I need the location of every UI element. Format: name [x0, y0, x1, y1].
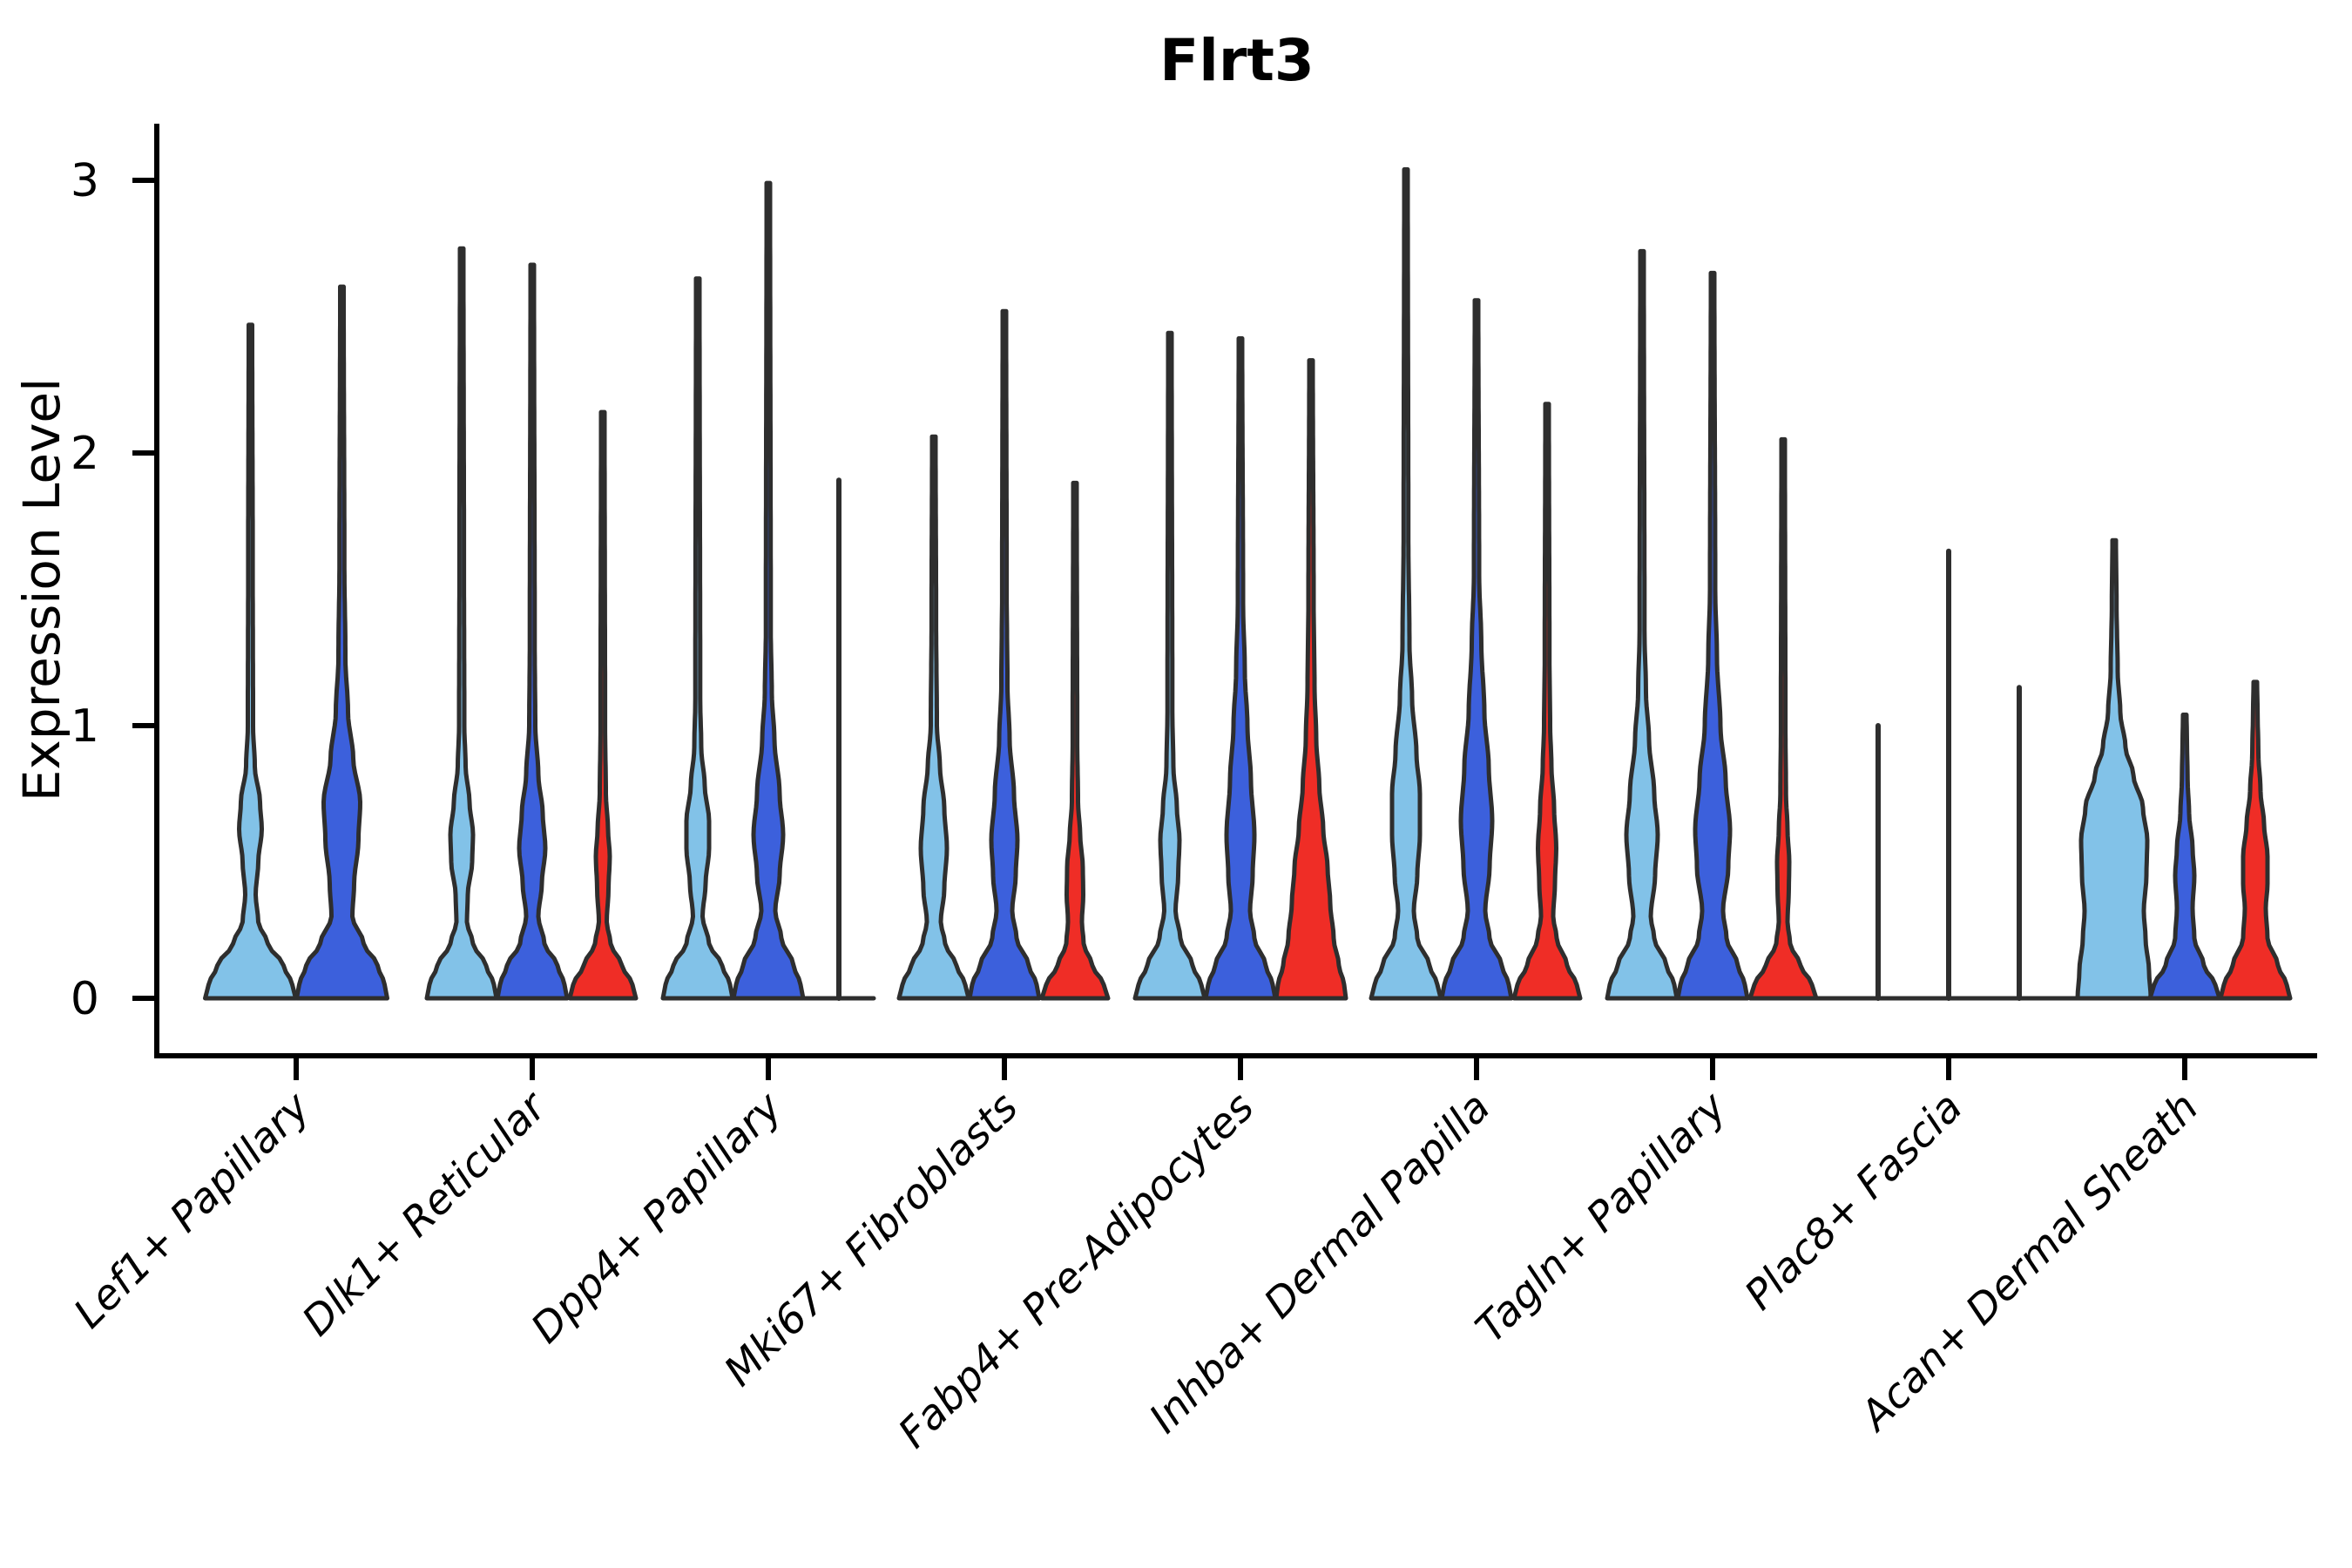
- violin-inhba-dermal-papilla-light_blue: [1369, 167, 1443, 1001]
- violin-mki67-fibroblasts-light_blue: [896, 434, 971, 1001]
- violin-mki67-fibroblasts-red: [1039, 480, 1111, 1001]
- violin-group-lef1-papillary: [203, 284, 389, 1001]
- violin-mki67-fibroblasts-dark_blue: [967, 308, 1042, 1001]
- violin-dpp4-papillary-dark_blue: [731, 180, 806, 1001]
- violin-group-dlk1-reticular: [424, 246, 639, 1001]
- y-tick-label-3: 3: [71, 155, 99, 207]
- x-category-label-plac8-fascia: Plac8+ Fascia: [1735, 1084, 1971, 1320]
- violins-layer: [203, 167, 2293, 1001]
- violin-group-fabp4-pre-adipocytes: [1132, 330, 1348, 1001]
- violin-tagln-papillary-light_blue: [1605, 248, 1680, 1001]
- y-tick-label-0: 0: [71, 973, 99, 1025]
- violin-dlk1-reticular-red: [567, 409, 639, 1001]
- x-category-label-lef1-papillary: Lef1+ Papillary: [64, 1083, 320, 1338]
- violin-fabp4-pre-adipocytes-light_blue: [1132, 330, 1207, 1001]
- x-category-label-dlk1-reticular: Dlk1+ Reticular: [294, 1082, 558, 1346]
- y-tick-label-2: 2: [71, 428, 99, 480]
- violin-acan-dermal-sheath-light_blue: [2075, 537, 2153, 1001]
- x-category-label-tagln-papillary: Tagln+ Papillary: [1467, 1083, 1737, 1353]
- violin-acan-dermal-sheath-dark_blue: [2147, 713, 2222, 1001]
- violin-group-dpp4-papillary: [660, 180, 876, 1001]
- violin-inhba-dermal-papilla-red: [1511, 402, 1583, 1001]
- violin-group-acan-dermal-sheath: [2075, 537, 2293, 1001]
- violin-lef1-papillary-dark_blue: [294, 284, 389, 1001]
- violin-dlk1-reticular-light_blue: [424, 246, 499, 1001]
- violin-lef1-papillary-light_blue: [203, 322, 298, 1001]
- violin-tagln-papillary-dark_blue: [1675, 270, 1750, 1001]
- x-category-label-dpp4-papillary: Dpp4+ Papillary: [522, 1083, 792, 1353]
- y-tick-label-1: 1: [71, 700, 99, 753]
- violin-tagln-papillary-red: [1747, 436, 1819, 1001]
- violin-fabp4-pre-adipocytes-red: [1274, 358, 1348, 1001]
- violin-dlk1-reticular-dark_blue: [495, 262, 570, 1001]
- y-axis-label: Expression Level: [12, 378, 71, 801]
- violin-inhba-dermal-papilla-dark_blue: [1439, 298, 1514, 1001]
- chart-title: Flrt3: [1159, 27, 1315, 94]
- violin-group-inhba-dermal-papilla: [1369, 167, 1583, 1001]
- violin-acan-dermal-sheath-red: [2218, 679, 2293, 1001]
- violin-dpp4-papillary-light_blue: [660, 276, 735, 1001]
- violin-fabp4-pre-adipocytes-dark_blue: [1203, 336, 1278, 1001]
- violin-group-mki67-fibroblasts: [896, 308, 1111, 1001]
- violin-group-tagln-papillary: [1605, 248, 1819, 1001]
- violin-group-plac8-fascia: [1769, 548, 2128, 1001]
